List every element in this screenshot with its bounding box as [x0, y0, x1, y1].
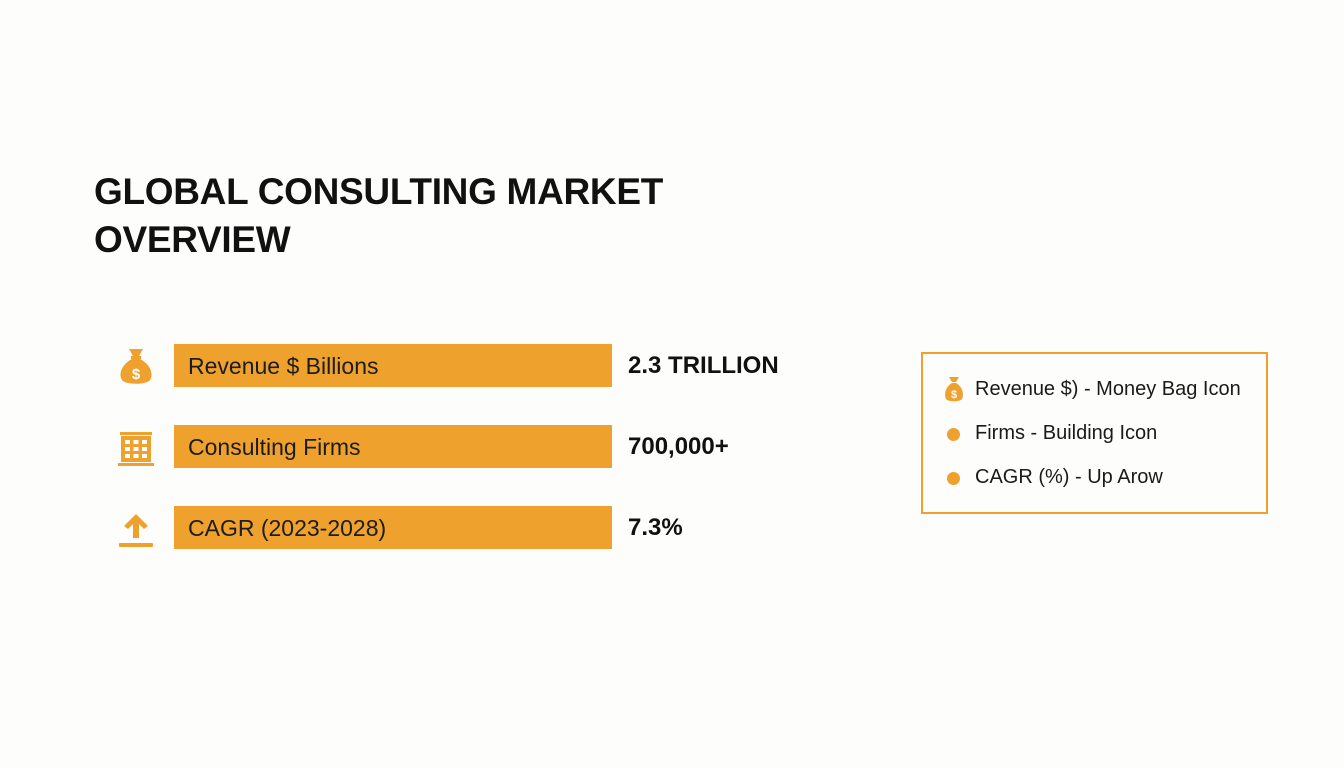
legend-text: Revenue $) - Money Bag Icon: [975, 378, 1241, 400]
bullet-dot-icon: [947, 472, 960, 485]
metric-label: CAGR (2023-2028): [188, 515, 387, 541]
metric-bar: Consulting Firms: [174, 425, 612, 468]
metric-value: 700,000+: [628, 433, 729, 460]
building-icon: [118, 432, 154, 466]
metric-row-cagr: CAGR (2023-2028) 7.3%: [112, 506, 832, 550]
legend-text: Firms - Building Icon: [975, 422, 1158, 444]
money-bag-icon: $: [945, 377, 963, 402]
svg-text:$: $: [951, 389, 957, 401]
title-line-1: GLOBAL CONSULTING MARKET: [94, 171, 664, 212]
page-title: GLOBAL CONSULTING MARKET OVERVIEW: [94, 168, 663, 264]
money-bag-icon: $: [120, 349, 152, 384]
metric-bar: CAGR (2023-2028): [174, 506, 612, 549]
metric-value: 7.3%: [628, 514, 683, 541]
up-arrow-icon: [119, 514, 153, 547]
legend-box: $ Revenue $) - Money Bag Icon Firms - Bu…: [921, 352, 1268, 514]
bullet-dot-icon: [947, 428, 960, 441]
metric-row-firms: Consulting Firms 700,000+: [112, 425, 832, 469]
title-line-2: OVERVIEW: [94, 219, 291, 260]
metric-label: Revenue $ Billions: [188, 353, 379, 379]
metric-bar: Revenue $ Billions: [174, 344, 612, 387]
legend-text: CAGR (%) - Up Arow: [975, 466, 1163, 488]
metric-row-revenue: $ Revenue $ Billions 2.3 TRILLION: [112, 344, 832, 388]
svg-text:$: $: [132, 366, 141, 383]
metric-value: 2.3 TRILLION: [628, 352, 779, 379]
metric-label: Consulting Firms: [188, 434, 361, 460]
